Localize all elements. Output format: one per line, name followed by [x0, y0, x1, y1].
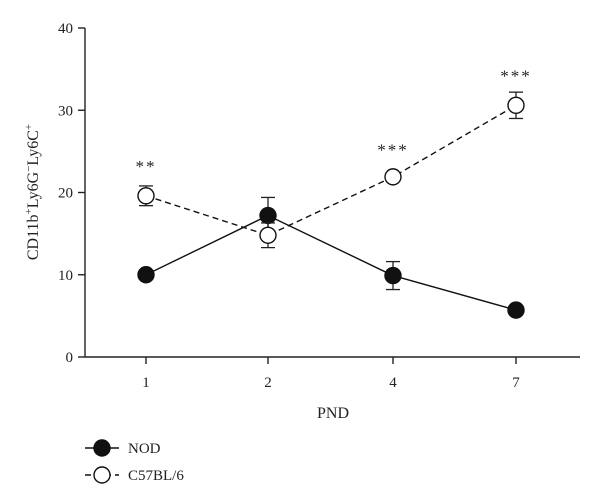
- series-c57bl-6: [137, 91, 525, 249]
- y-tick-label: 0: [66, 350, 74, 366]
- series-line: [145, 214, 517, 311]
- legend-marker: [93, 466, 111, 484]
- legend-item: NOD: [85, 439, 161, 457]
- legend: NOD C57BL/6: [85, 439, 184, 484]
- x-tick-label: 4: [389, 375, 397, 391]
- data-point: [384, 266, 402, 285]
- x-axis-title: PND: [317, 405, 349, 422]
- x-tick-label: 1: [142, 375, 150, 391]
- data-point: [137, 266, 155, 284]
- annotation-layer: ********: [136, 66, 532, 176]
- legend-label: C57BL/6: [128, 468, 184, 484]
- y-tick-label: 10: [58, 268, 73, 284]
- legend-item: C57BL/6: [85, 466, 184, 484]
- y-tick-label: 40: [58, 21, 73, 37]
- data-point: [259, 206, 277, 225]
- significance-label: ***: [500, 66, 532, 85]
- y-axis-title: CD11b+Ly6G−Ly6C+: [23, 124, 42, 260]
- series-nod: [137, 196, 525, 319]
- y-axis-title-sup: +: [23, 208, 35, 214]
- y-tick-label: 20: [58, 186, 73, 202]
- data-point: [259, 226, 277, 244]
- data-point: [137, 187, 155, 205]
- y-axis-title-sup: −: [23, 166, 35, 172]
- legend-label: NOD: [128, 441, 161, 457]
- y-tick-label: 30: [58, 103, 73, 119]
- significance-label: **: [136, 157, 157, 176]
- x-tick-label: 2: [264, 375, 272, 391]
- y-axis-title-part: CD11b: [25, 215, 42, 261]
- y-axis-title-part: Ly6G: [25, 171, 42, 208]
- x-tick-label: 7: [512, 375, 520, 391]
- significance-label: ***: [377, 140, 409, 159]
- data-point: [507, 301, 525, 319]
- legend-marker: [93, 439, 111, 457]
- series-line: [145, 104, 517, 237]
- data-point: [507, 96, 525, 115]
- y-axis-title-part: Ly6C: [25, 130, 42, 166]
- series-layer: [137, 91, 525, 319]
- data-point: [384, 168, 402, 186]
- y-axis-title-sup: +: [23, 124, 35, 130]
